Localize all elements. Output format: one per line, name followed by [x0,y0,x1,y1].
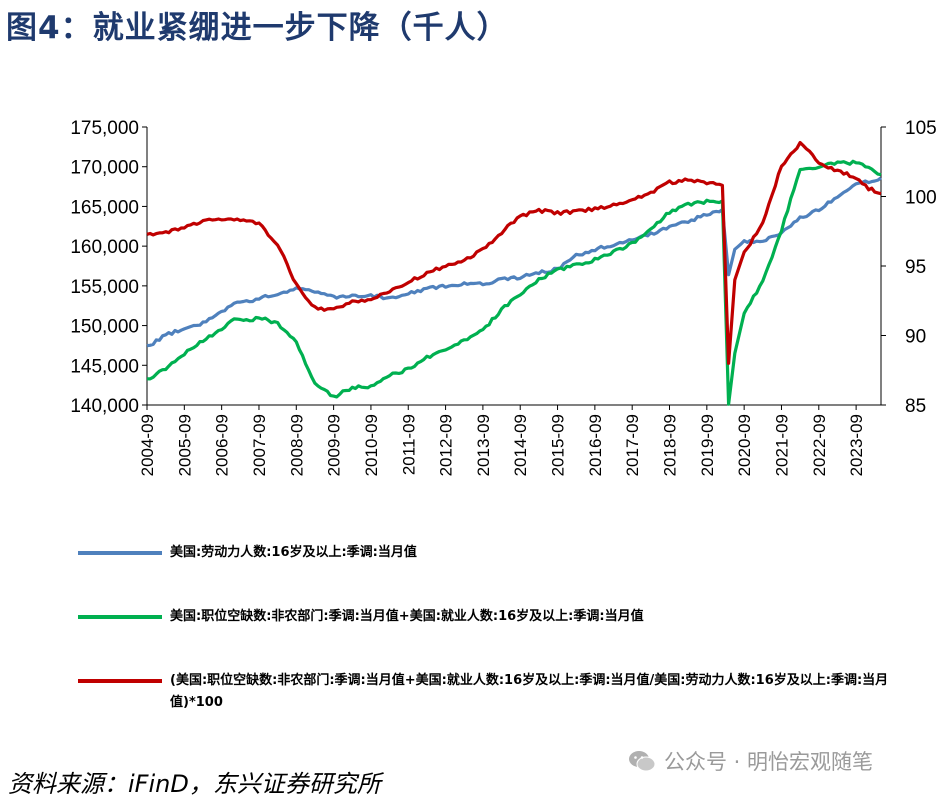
y-right-tick-label: 95 [905,257,926,278]
x-tick-label: 2010-09 [362,414,381,476]
y-left-tick-label: 170,000 [70,158,139,179]
x-tick-label: 2012-09 [437,414,456,476]
legend-label-labor-force: 美国:劳动力人数:16岁及以上:季调:当月值 [170,545,417,560]
source-note: 资料来源：iFinD，东兴证券研究所 [8,770,381,798]
x-tick-label: 2005-09 [175,414,194,476]
x-tick-label: 2020-09 [735,414,754,476]
chart: 140,000 145,000 150,000 155,000 160,000 165,0… [70,118,937,476]
x-tick-label: 2017-09 [623,414,642,476]
x-tick-label: 2006-09 [213,414,232,476]
y-left-tick-label: 140,000 [70,396,139,417]
y-left-tick-label: 160,000 [70,237,139,258]
x-tick-label: 2023-09 [847,414,866,476]
chart-title: 图4：就业紧绷进一步下降（千人） [6,10,509,46]
y-left-tick-label: 150,000 [70,317,139,338]
x-tick-label: 2014-09 [511,414,530,476]
x-tick-label: 2022-09 [810,414,829,476]
x-tick-label: 2009-09 [325,414,344,476]
legend-swatch-blue [78,551,162,555]
y-left-tick-label: 145,000 [70,356,139,377]
series-line-ratio [146,140,882,365]
x-tick-label: 2013-09 [474,414,493,476]
y-right-tick-label: 100 [905,188,937,209]
legend-swatch-red [78,679,162,683]
legend-item-ratio: (美国:职位空缺数:非农部门:季调:当月值+美国:就业人数:16岁及以上:季调:… [78,670,930,714]
wechat-icon [629,751,656,772]
x-tick-label: 2015-09 [549,414,568,476]
y-right-tick-label: 85 [905,396,926,417]
x-tick-label: 2007-09 [250,414,269,476]
x-tick-label: 2004-09 [138,414,157,476]
y-left-tick-label: 155,000 [70,277,139,298]
legend-swatch-green [78,615,162,619]
series-line-labor-force [146,176,882,348]
y-left-tick-label: 175,000 [70,118,139,139]
series-line-vacancies-plus-employment [146,159,882,406]
legend-item-vacancies-plus-employment: 美国:职位空缺数:非农部门:季调:当月值+美国:就业人数:16岁及以上:季调:当… [78,606,930,628]
y-left-tick-label: 165,000 [70,197,139,218]
y-right-tick-label: 105 [905,118,937,139]
x-tick-label: 2021-09 [772,414,791,476]
x-tick-label: 2019-09 [698,414,717,476]
legend-label-ratio: (美国:职位空缺数:非农部门:季调:当月值+美国:就业人数:16岁及以上:季调:… [170,673,889,710]
x-tick-label: 2011-09 [399,414,418,475]
y-right-tick-label: 90 [905,327,926,348]
x-tick-label: 2008-09 [287,414,306,476]
legend-label-vacancies-plus-employment: 美国:职位空缺数:非农部门:季调:当月值+美国:就业人数:16岁及以上:季调:当… [170,609,644,624]
x-tick-label: 2016-09 [586,414,605,476]
watermark: 公众号 · 明怡宏观随笔 [628,746,873,776]
watermark-text: 公众号 · 明怡宏观随笔 [664,750,874,774]
legend-item-labor-force: 美国:劳动力人数:16岁及以上:季调:当月值 [78,542,930,564]
x-tick-label: 2018-09 [661,414,680,476]
